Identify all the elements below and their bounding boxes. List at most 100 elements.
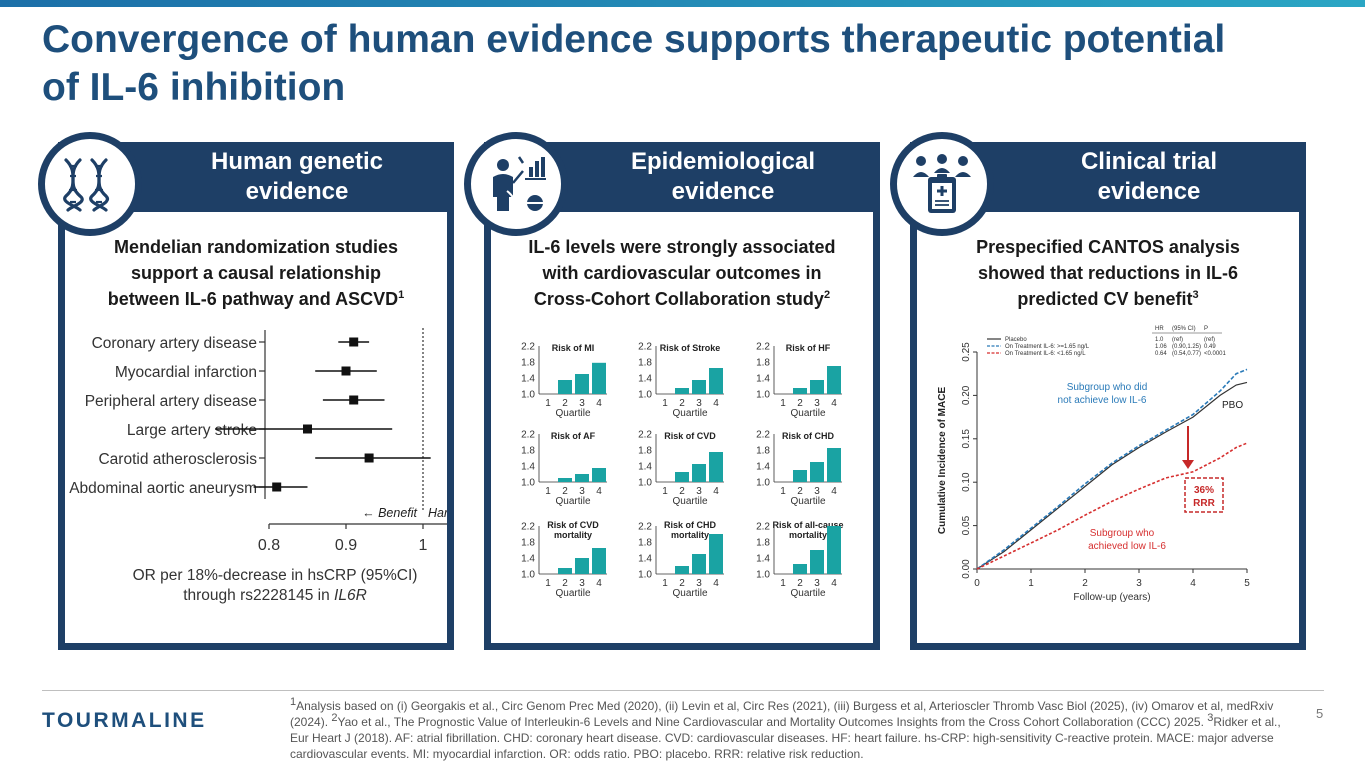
footnote-ref: 1 (398, 289, 405, 301)
x-tick-label: 4 (713, 486, 719, 497)
quartile-bar (810, 462, 824, 482)
x-tick-label: 3 (696, 578, 702, 589)
x-tick-label: 1 (662, 578, 668, 589)
legend-series-name: On Treatment IL-6: <1.65 ng/L (1005, 351, 1086, 357)
y-tick-label: 1.8 (521, 446, 535, 457)
y-tick-label: 1.0 (521, 570, 535, 581)
footnote-3-marker: 3 (1207, 712, 1214, 724)
bar-chart-panel: 2.2 1.8 1.4 1.0 Risk of AF 1 2 3 4 Quartile (521, 430, 607, 507)
x-axis-title: Quartile (555, 408, 590, 419)
panel-body: Mendelian randomization studies support … (65, 212, 447, 643)
x-tick-label: 2 (679, 578, 685, 589)
x-tick-label: 1 (662, 486, 668, 497)
y-tick-label: 2.2 (638, 342, 652, 353)
legend-series-name: On Treatment IL-6: >=1.65 ng/L (1005, 344, 1090, 350)
panel-heading-line-2: evidence (245, 178, 349, 205)
quartile-bar (692, 380, 706, 394)
panel-subheading: Prespecified CANTOS analysis showed that… (917, 234, 1299, 312)
harm-label: Harm → (428, 506, 447, 520)
x-axis-title: Quartile (790, 496, 825, 507)
x-axis-title-line-1: OR per 18%-decrease in hsCRP (95%CI) (133, 567, 418, 584)
rrr-box (1184, 477, 1224, 513)
y-tick-label: 1.0 (638, 390, 652, 401)
odds-ratio-point (272, 482, 282, 492)
x-axis-title-prefix: through rs2228145 in (183, 587, 334, 604)
y-tick-label: 0.25 (961, 342, 972, 362)
clinical-team-clipboard-icon (890, 132, 994, 236)
y-tick-label: 1.0 (756, 390, 770, 401)
company-logo: TOURMALINE (42, 709, 207, 732)
quartile-bar (675, 566, 689, 574)
panel-body: IL-6 levels were strongly associated wit… (491, 212, 873, 643)
legend-ci: (0.54,0.77) (1172, 351, 1201, 357)
blue-subgroup-label-line-2: not achieve low IL-6 (1058, 395, 1147, 406)
x-tick-label: 4 (713, 578, 719, 589)
y-tick-label: 2.2 (521, 430, 535, 441)
x-tick-label: 1 (545, 578, 551, 589)
cumulative-incidence-chart: 0.00 0.05 0.10 0.15 0.20 0.25 0 1 2 3 4 5 Follow-up … (937, 326, 1250, 603)
red-subgroup-label: Subgroup who (1090, 528, 1155, 539)
quartile-bar (558, 380, 572, 394)
rrr-percent: 36% (1194, 485, 1214, 496)
quartile-bar (592, 468, 606, 482)
footnote-ref: 3 (1192, 289, 1199, 301)
quartile-bar (709, 534, 723, 574)
quartile-bar (592, 548, 606, 574)
x-tick-label: 2 (562, 578, 568, 589)
bar-chart-title: Risk of CHD (782, 431, 835, 441)
bar-chart-panel: 2.2 1.8 1.4 1.0 Risk of Stroke 1 2 3 4 Quartile (638, 342, 724, 419)
clinical-trial-evidence-panel: Clinical trial evidence Prespecified CAN… (910, 142, 1306, 650)
quartile-bar (709, 452, 723, 482)
subheading-line-1: IL-6 levels were strongly associated (528, 237, 836, 257)
footnote-2-text: Yao et al., The Prognostic Value of Inte… (337, 715, 1208, 729)
y-tick-label: 1.0 (638, 570, 652, 581)
subheading-line-2: showed that reductions in IL-6 (977, 263, 1238, 283)
footnote-2-marker: 2 (331, 712, 338, 724)
y-tick-label: 0.15 (961, 429, 972, 449)
odds-ratio-point (341, 366, 351, 376)
y-tick-label: 2.2 (521, 522, 535, 533)
x-tick-label: 3 (1136, 578, 1142, 589)
page-title-line-1: Convergence of human evidence supports t… (42, 18, 1226, 61)
x-axis-title-line-2: through rs2228145 in IL6R (183, 587, 367, 604)
subheading-line-3: between IL-6 pathway and ASCVD1 (65, 286, 447, 312)
red-subgroup-label-line-2: achieved low IL-6 (1088, 541, 1166, 552)
y-tick-label: 1.4 (521, 554, 535, 565)
dna-icon (38, 132, 142, 236)
legend-ci: (0.90,1.25) (1172, 344, 1201, 350)
forest-row-label: Myocardial infarction (115, 364, 257, 381)
y-tick-label: 1.4 (638, 554, 652, 565)
x-tick-label: 2 (797, 486, 803, 497)
subheading-line-3-text: Cross-Cohort Collaboration study (533, 289, 824, 309)
y-tick-label: 1.8 (756, 538, 770, 549)
quartile-bar (575, 374, 589, 394)
bar-chart-title: Risk of all-cause (772, 520, 843, 530)
y-tick-label: 1.0 (521, 390, 535, 401)
quartile-bar (692, 554, 706, 574)
researcher-chart-icon-graphic (493, 156, 546, 211)
x-axis-title: Follow-up (years) (1073, 592, 1150, 603)
incidence-curve (976, 442, 1248, 570)
legend-hr: 1.06 (1155, 344, 1167, 350)
odds-ratio-point (364, 453, 374, 463)
x-axis-title: Quartile (790, 588, 825, 599)
page-title-line-2: of IL-6 inhibition (42, 66, 346, 109)
x-tick-label: 4 (713, 398, 719, 409)
incidence-curve (976, 368, 1248, 570)
y-tick-label: 1.4 (521, 374, 535, 385)
y-tick-label: 1.8 (521, 358, 535, 369)
genetic-evidence-panel: Human genetic evidence Mendelian randomi… (58, 142, 454, 650)
x-tick-label: 1 (780, 578, 786, 589)
y-tick-label: 1.0 (521, 478, 535, 489)
x-tick-label: 3 (696, 398, 702, 409)
footnote-1-text: Analysis based on (i) Georgakis et al., … (290, 699, 1274, 729)
rrr-label: RRR (1193, 498, 1215, 509)
x-tick-label: 1 (545, 398, 551, 409)
y-axis-title: Cumulative Incidence of MACE (937, 387, 948, 535)
x-axis-title: Quartile (672, 408, 707, 419)
panel-heading-line-1: Human genetic (210, 148, 384, 175)
quartile-bar (575, 558, 589, 574)
quartile-bar (827, 526, 841, 574)
